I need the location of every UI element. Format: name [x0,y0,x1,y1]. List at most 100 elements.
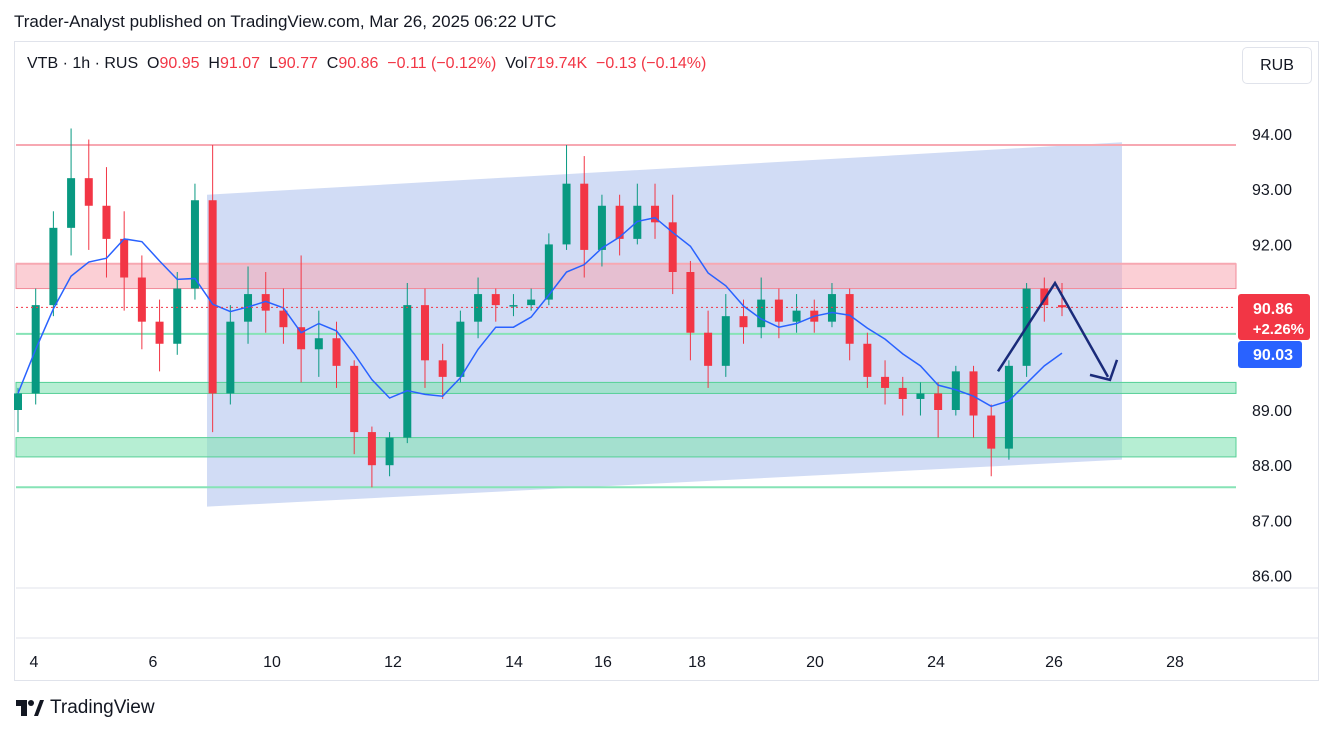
candle-body [615,205,624,239]
time-tick-label: 24 [927,654,945,671]
candle-body [120,238,129,278]
legend-vol-label: Vol [505,55,528,72]
candle-body [438,360,447,377]
candle-body [385,437,394,466]
candle-body [881,376,890,388]
legend-open-label: O [147,55,160,72]
price-tick-label: 89.00 [1252,403,1292,420]
price-tick-label: 92.00 [1252,237,1292,254]
resistance-zone [15,263,1237,290]
moving-average-line [17,216,1063,408]
publisher-line: Trader-Analyst published on TradingView.… [14,12,557,31]
time-tick-label: 20 [806,654,824,671]
candle-body [969,371,978,416]
candle-body [527,299,536,306]
price-tick-label: 88.00 [1252,458,1292,475]
tradingview-logo-icon [16,700,44,716]
legend-low-value: 90.77 [277,55,318,72]
candle-body [67,178,76,228]
candle-body [226,321,235,394]
candle-body [261,294,270,311]
candle-body [544,244,553,300]
projection-arrow-line [996,280,1110,378]
legend-high-label: H [208,55,220,72]
legend-close-value: 90.86 [338,55,379,72]
candle-body [721,316,730,366]
candle-body [244,294,253,322]
candle-body [580,183,589,250]
legend-vol-value: 719.74K [527,55,588,72]
ma-value-text: 90.03 [1253,347,1293,364]
last-price-badge [1238,294,1310,340]
price-tick-label: 87.00 [1252,513,1292,530]
candle-body [474,294,483,322]
candle-body [1040,288,1049,306]
candle-body [845,294,854,344]
candle-body [597,205,606,250]
candle-body [562,183,571,245]
tradingview-logo[interactable]: TradingView [16,697,155,719]
legend-high-value: 91.07 [219,55,261,72]
candle-body [350,365,359,433]
last-price-change: +2.26% [1253,321,1304,338]
currency-button[interactable]: RUB [1242,47,1312,84]
legend-vol-change: −0.13 (−0.14%) [596,55,707,72]
candle-body [314,338,323,350]
projection-arrow-head [1089,359,1119,382]
legend-change: −0.11 (−0.12%) [387,55,497,72]
support-zone [15,437,1237,458]
candle-body [1058,305,1066,308]
candle-body [898,387,907,399]
candle-body [403,305,412,438]
candle-body [102,205,111,239]
time-tick-label: 18 [688,654,706,671]
legend-symbol[interactable]: VTB · 1h · RUS [27,55,139,72]
candle-body [137,277,146,322]
candle-body [774,299,783,322]
candle-body [792,310,801,322]
candle-body [208,200,217,394]
support-zone [15,381,1237,394]
time-tick-label: 12 [384,654,402,671]
candle-body [456,321,465,377]
price-tick-label: 94.00 [1252,127,1292,144]
candle-body [84,178,93,206]
time-tick-label: 4 [30,654,39,671]
candle-body [190,200,199,289]
candle-body [951,371,960,410]
candle-body [279,310,288,328]
legend-low-label: L [268,55,278,72]
candle-body [934,393,943,410]
candle-body [173,288,182,344]
last-price-value: 90.86 [1253,301,1293,318]
price-tick-label: 93.00 [1252,182,1292,199]
candle-body [367,432,376,466]
legend-close-label: C [326,55,339,72]
candle-body [704,332,713,366]
time-tick-label: 6 [149,654,158,671]
candle-body [297,327,306,350]
candle-body [668,222,677,272]
legend-open-value: 90.95 [159,55,200,72]
candle-body [491,294,500,306]
candle-body [14,393,22,410]
candle-body [420,305,429,361]
ma-value-badge [1238,341,1302,368]
price-tick-label: 86.00 [1252,569,1292,586]
candle-body [863,343,872,377]
chart-frame [14,41,1319,681]
time-tick-label: 26 [1045,654,1063,671]
candle-body [509,305,518,307]
candle-body [827,294,836,322]
candle-body [916,393,925,399]
time-tick-label: 28 [1166,654,1184,671]
tradingview-logo-text: TradingView [50,697,155,718]
candle-body [1004,365,1013,449]
candle-body [651,205,660,223]
time-tick-label: 14 [505,654,523,671]
ohlc-legend: VTB · 1h · RUS O90.95 H91.07 L90.77 C90.… [27,55,706,73]
candle-body [686,272,695,333]
candle-body [987,415,996,449]
time-tick-label: 16 [594,654,612,671]
